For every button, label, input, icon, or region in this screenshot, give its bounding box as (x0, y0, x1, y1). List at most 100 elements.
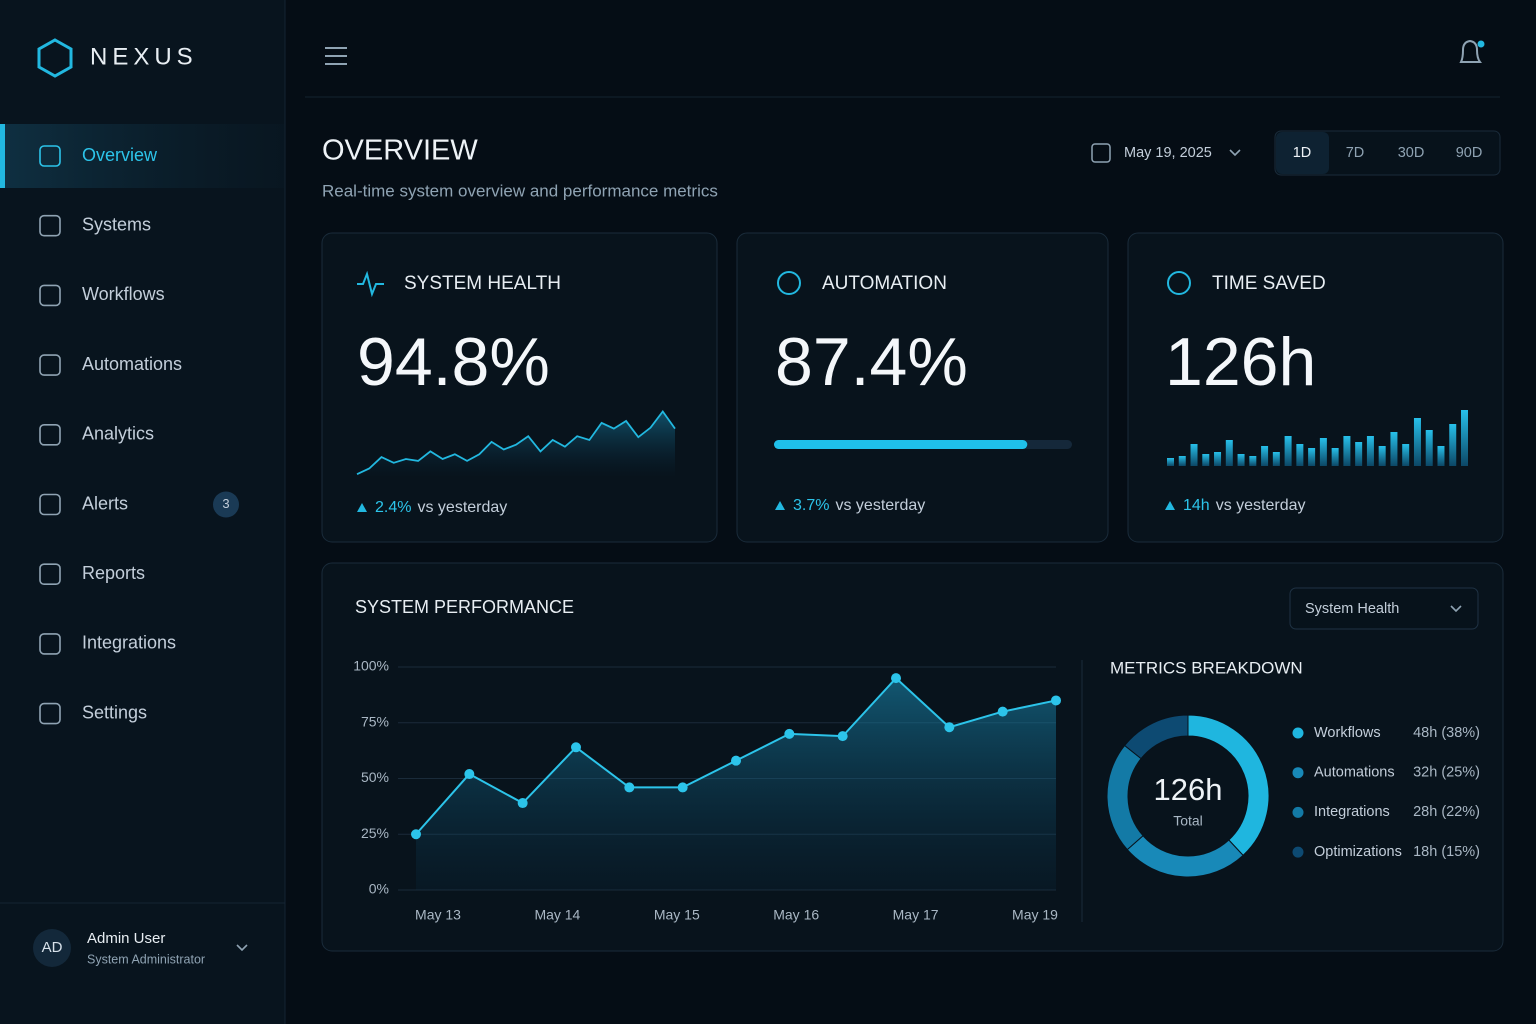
y-tick-label: 100% (353, 658, 389, 674)
card-title: SYSTEM HEALTH (404, 273, 561, 294)
nav-icon (39, 633, 61, 655)
donut-total: 126h (1154, 772, 1223, 807)
nav-icon (39, 214, 61, 237)
date-picker[interactable]: May 19, 2025 (1124, 145, 1212, 161)
nav-icon (39, 702, 61, 725)
nav-item[interactable]: Reports (82, 563, 145, 583)
point (997, 706, 1008, 717)
metric-select[interactable] (1289, 587, 1479, 630)
point (731, 755, 741, 766)
card (1127, 232, 1504, 543)
card-value: 94.8% (357, 324, 550, 400)
nav-active-indicator (0, 124, 5, 188)
user-menu-chevron[interactable] (236, 944, 248, 952)
brand: NEXUS (90, 43, 198, 70)
bar (1214, 452, 1222, 466)
bar (1425, 430, 1433, 466)
y-tick-label: 25% (361, 825, 389, 841)
range-active (1276, 132, 1329, 174)
nav-icon (39, 145, 61, 167)
nav-item[interactable]: Analytics (82, 424, 154, 444)
bar (1272, 452, 1280, 466)
bar (1378, 446, 1386, 466)
bar (1461, 410, 1468, 466)
bar (1237, 454, 1245, 466)
date-chevron (1229, 149, 1241, 157)
nav-item[interactable]: Systems (82, 214, 151, 234)
card-value: 87.4% (775, 324, 968, 400)
range-option[interactable]: 1D (1293, 145, 1312, 161)
x-tick-label: May 13 (415, 907, 461, 923)
nav-item[interactable]: Alerts (82, 493, 128, 513)
bar (1402, 444, 1410, 466)
nav-item[interactable]: Settings (82, 702, 147, 722)
nav-active-bg (0, 124, 284, 188)
x-tick-label: May 15 (654, 907, 700, 923)
bar (1261, 446, 1269, 466)
point (944, 722, 955, 733)
nav-icon (39, 423, 61, 446)
bar (1390, 432, 1398, 466)
bar (1343, 436, 1351, 466)
legend-dot (1292, 727, 1304, 739)
legend-value: 32h (25%) (1413, 765, 1480, 781)
legend-label: Integrations (1314, 804, 1390, 820)
donut-total-label: Total (1173, 813, 1203, 829)
point (571, 742, 581, 753)
badge-count: 3 (222, 496, 229, 511)
notifications-button[interactable] (1459, 39, 1485, 63)
nav-icon (39, 354, 61, 376)
legend-label: Workflows (1314, 725, 1381, 741)
bar (1355, 442, 1363, 466)
nav-icon (39, 563, 61, 586)
card-delta-text: vs yesterday (417, 499, 507, 516)
y-tick-label: 75% (361, 713, 389, 729)
y-tick-label: 50% (361, 769, 389, 785)
card-value: 126h (1165, 324, 1316, 400)
bar (1296, 444, 1304, 466)
user-role: System Administrator (87, 952, 205, 966)
metric-select-label: System Health (1305, 601, 1399, 617)
range-option[interactable]: 30D (1398, 145, 1425, 161)
page-subtitle: Real-time system overview and performanc… (322, 181, 718, 200)
bar (1190, 444, 1198, 466)
bar (1319, 438, 1327, 466)
delta-arrow (775, 501, 785, 510)
avatar (33, 929, 71, 967)
legend-value: 48h (38%) (1413, 725, 1480, 741)
delta-arrow (357, 503, 367, 512)
x-tick-label: May 19 (1012, 907, 1058, 923)
bar (1225, 440, 1233, 466)
menu-button[interactable] (325, 47, 347, 65)
nav-item[interactable]: Integrations (82, 633, 176, 653)
x-tick-label: May 14 (534, 907, 580, 923)
bar (1202, 454, 1210, 466)
legend-value: 18h (15%) (1413, 844, 1480, 860)
logo (37, 38, 73, 78)
card-icon (777, 271, 801, 295)
area (416, 678, 1056, 890)
legend-label: Automations (1314, 765, 1395, 781)
point (624, 782, 635, 793)
x-tick-label: May 16 (773, 907, 819, 923)
card-icon (357, 270, 384, 298)
nav-item[interactable]: Workflows (82, 284, 165, 304)
point (517, 798, 528, 809)
select-chevron (1450, 605, 1462, 613)
panel-title: SYSTEM PERFORMANCE (355, 597, 574, 617)
card-title: TIME SAVED (1212, 273, 1326, 294)
badge (213, 491, 239, 518)
range-option[interactable]: 90D (1456, 145, 1483, 161)
point (1051, 695, 1061, 706)
nav-icon (39, 493, 61, 516)
user-name: Admin User (87, 930, 165, 947)
bar (1331, 448, 1339, 466)
range-option[interactable]: 7D (1346, 145, 1365, 161)
bar (1249, 456, 1257, 466)
legend-value: 28h (22%) (1413, 804, 1480, 820)
nav-item[interactable]: Overview (82, 145, 158, 165)
bar (1449, 424, 1457, 466)
nav-item[interactable]: Automations (82, 354, 182, 374)
page-title: OVERVIEW (322, 135, 478, 167)
